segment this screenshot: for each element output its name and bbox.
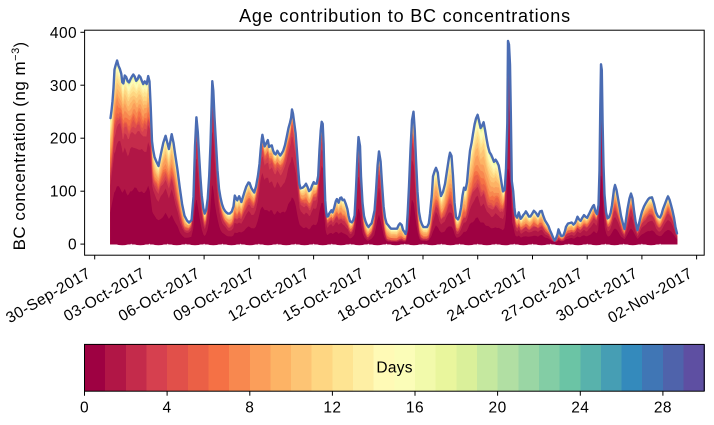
svg-text:0: 0 [68,237,77,254]
svg-text:Age contribution to BC concent: Age contribution to BC concentrations [239,6,571,26]
svg-text:200: 200 [50,131,77,148]
svg-text:BC concentration (ng m−3): BC concentration (ng m−3) [10,42,29,251]
svg-text:20: 20 [489,400,507,417]
svg-text:28: 28 [654,400,672,417]
svg-text:0: 0 [80,400,89,417]
svg-text:16: 16 [406,400,424,417]
svg-text:300: 300 [50,78,77,95]
svg-text:24: 24 [571,400,589,417]
svg-text:100: 100 [50,184,77,201]
svg-text:Days: Days [376,359,413,376]
svg-text:4: 4 [163,400,172,417]
svg-text:12: 12 [323,400,341,417]
svg-text:8: 8 [245,400,254,417]
svg-text:400: 400 [50,25,77,42]
